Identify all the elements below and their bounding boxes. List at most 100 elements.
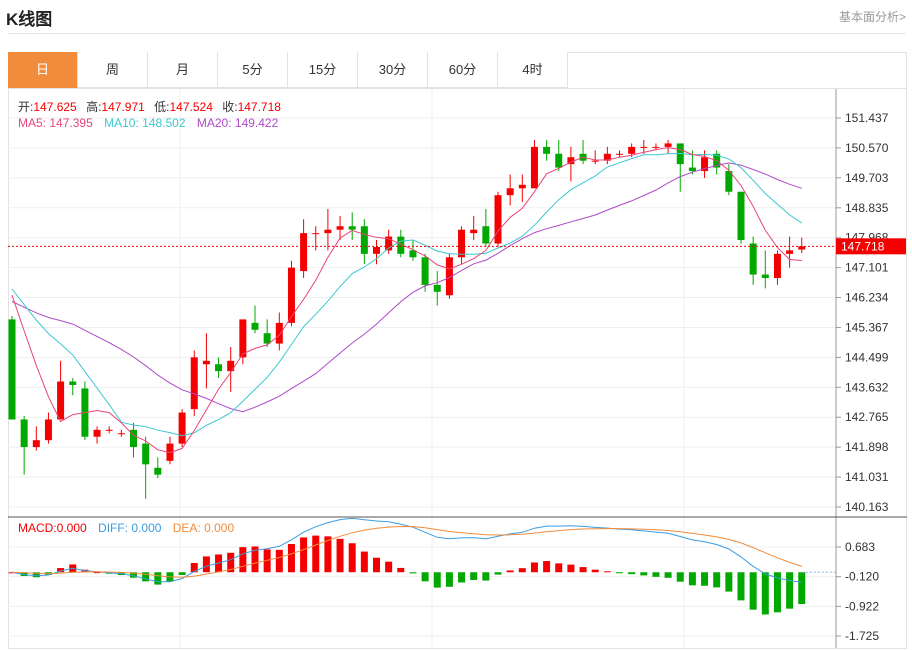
tab-month[interactable]: 月 — [148, 52, 218, 88]
macd-bar — [749, 572, 757, 610]
candle-body — [178, 412, 186, 444]
macd-bar — [251, 546, 259, 573]
y-tick-label: 151.437 — [845, 111, 889, 125]
macd-bar — [360, 551, 368, 573]
candle-body — [445, 257, 453, 296]
y-tick-label: 148.835 — [845, 201, 889, 215]
ma5-label: MA5: — [18, 116, 47, 130]
tab-week[interactable]: 周 — [78, 52, 148, 88]
macd-bar — [275, 549, 283, 573]
candle-body — [190, 357, 198, 410]
macd-bar — [676, 572, 684, 582]
candle-body — [32, 440, 40, 448]
candle-body — [470, 229, 478, 234]
candle-body — [348, 226, 356, 230]
macd-bar — [227, 552, 235, 573]
candle-body — [591, 160, 599, 162]
candle-body — [69, 381, 77, 385]
macd-bar — [579, 567, 587, 573]
candle-body — [215, 364, 223, 372]
macd-bar — [628, 572, 636, 575]
y-tick-label: 143.632 — [845, 380, 889, 394]
candle-body — [57, 381, 65, 420]
low-value: 147.524 — [169, 100, 213, 114]
macd-bar — [737, 572, 745, 601]
ohlc-readout: 开:147.625 高:147.971 低:147.524 收:147.718 — [18, 98, 281, 115]
macd-bar — [701, 572, 709, 586]
candle-body — [385, 236, 393, 251]
ma5-line — [11, 147, 802, 454]
macd-bar — [373, 557, 380, 573]
ma10-value: 148.502 — [142, 116, 186, 130]
candle-body — [761, 274, 769, 278]
macd-bar — [518, 568, 526, 573]
macd-bar — [142, 572, 150, 582]
macd-bar — [725, 572, 733, 592]
ma10-line — [11, 152, 803, 437]
page-title: K线图 — [6, 10, 53, 29]
macd-value: 0.000 — [56, 521, 87, 535]
macd-bar — [530, 562, 538, 573]
macd-bar — [385, 561, 393, 573]
ma20-value: 149.422 — [234, 116, 279, 130]
tab-15min[interactable]: 15分 — [288, 52, 358, 88]
macd-bar — [458, 572, 466, 583]
candle-body — [409, 250, 417, 258]
y-tick-label: 141.898 — [845, 440, 889, 454]
macd-bar — [178, 572, 186, 575]
candle-body — [397, 236, 405, 254]
macd-bar — [616, 572, 623, 574]
candle-body — [494, 195, 502, 244]
y-tick-label: 144.499 — [845, 350, 889, 364]
candle-body — [543, 146, 551, 154]
macd-bar — [445, 572, 453, 587]
macd-bar — [32, 572, 40, 578]
candle-body — [458, 229, 466, 258]
candle-body — [227, 360, 235, 372]
ma20-line — [11, 162, 802, 413]
y-tick-label: 145.367 — [845, 320, 889, 334]
ma5-value: 147.395 — [49, 116, 93, 130]
low-label: 低: — [154, 100, 170, 114]
ma20-label: MA20: — [196, 116, 232, 130]
tab-60min[interactable]: 60分 — [428, 52, 498, 88]
macd-bar — [8, 572, 16, 574]
macd-bar — [567, 564, 575, 573]
candle-body — [93, 429, 101, 437]
macd-bar — [263, 549, 271, 573]
candle-body — [373, 246, 380, 254]
macd-bar — [664, 572, 672, 578]
macd-bar — [786, 572, 794, 609]
dea-value: 0.000 — [204, 521, 235, 535]
tab-30min[interactable]: 30分 — [358, 52, 428, 88]
tab-day[interactable]: 日 — [8, 52, 78, 88]
candle-body — [130, 429, 137, 448]
macd-bar — [324, 536, 332, 573]
macd-bar — [494, 572, 502, 575]
candle-body — [117, 433, 125, 435]
macd-bar — [482, 572, 490, 581]
candle-body — [652, 146, 660, 148]
candle-body — [628, 146, 636, 154]
candle-body — [263, 333, 271, 344]
tab-5min[interactable]: 5分 — [218, 52, 288, 88]
candle-body — [530, 146, 538, 189]
macd-bar — [130, 572, 137, 578]
candle-body — [701, 157, 709, 172]
candle-body — [360, 226, 368, 254]
candle-body — [300, 233, 308, 272]
candle-body — [312, 233, 320, 235]
candle-body — [664, 143, 672, 147]
y-tick-label: 150.570 — [845, 141, 889, 155]
diff-line — [11, 517, 802, 583]
macd-bar — [154, 572, 162, 585]
y-tick-label: 140.163 — [845, 500, 889, 514]
candle-body — [786, 250, 794, 254]
header-divider — [8, 33, 906, 34]
macd-bar — [591, 569, 599, 573]
fundamental-analysis-link[interactable]: 基本面分析> — [838, 10, 906, 24]
tab-4hour[interactable]: 4时 — [498, 52, 568, 88]
macd-y-tick-label: -0.922 — [845, 599, 879, 613]
macd-y-tick-label: 0.683 — [845, 540, 875, 554]
